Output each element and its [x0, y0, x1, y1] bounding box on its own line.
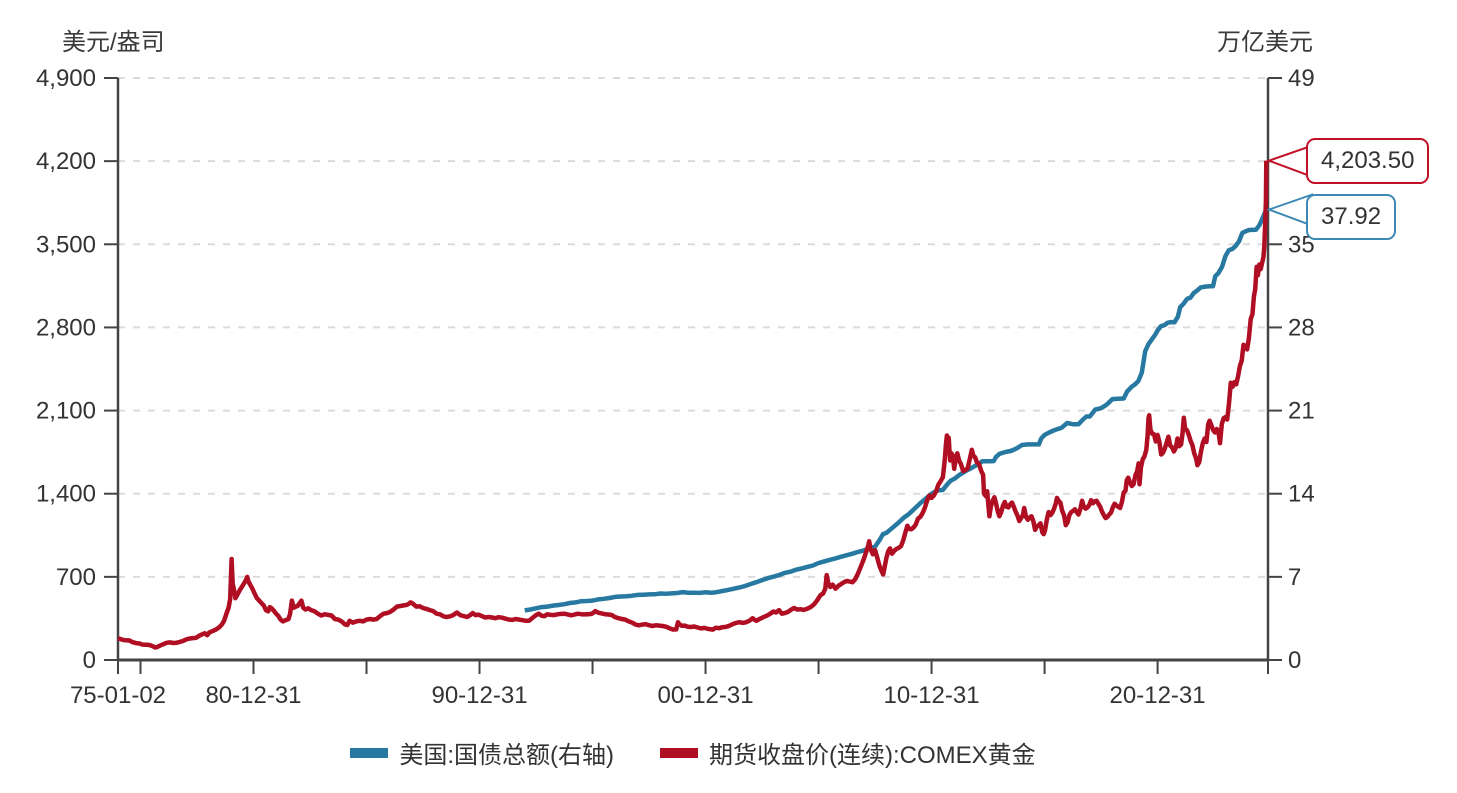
legend-label-gold: 期货收盘价(连续):COMEX黄金	[708, 742, 1036, 769]
legend-label-debt: 美国:国债总额(右轴)	[399, 742, 614, 769]
x-axis-label: 80-12-31	[205, 682, 301, 709]
y-axis-label-right: 0	[1288, 647, 1301, 674]
debt-last-value-callout: 37.92	[1306, 194, 1397, 240]
y-axis-label-left: 0	[83, 647, 96, 674]
y-axis-label-right: 7	[1288, 564, 1301, 591]
y-axis-label-left: 3,500	[36, 231, 96, 258]
gold-line-series	[117, 160, 1269, 650]
gold-series-swatch-icon	[659, 747, 698, 758]
right-axis-title: 万亿美元	[1217, 29, 1313, 56]
x-axis-label: 00-12-31	[658, 682, 754, 709]
x-axis-label: 20-12-31	[1110, 682, 1206, 709]
y-axis-label-left: 700	[56, 564, 96, 591]
gold-last-value-callout: 4,203.50	[1306, 138, 1430, 184]
x-axis-label: 90-12-31	[431, 682, 527, 709]
y-axis-label-left: 4,900	[36, 65, 96, 92]
debt-series-swatch-icon	[350, 747, 389, 758]
y-axis-label-left: 2,100	[36, 398, 96, 425]
y-axis-label-right: 14	[1288, 481, 1315, 508]
y-axis-label-right: 21	[1288, 398, 1315, 425]
x-axis-label: 10-12-31	[884, 682, 980, 709]
y-axis-label-left: 4,200	[36, 148, 96, 175]
x-axis-label: 75-01-02	[70, 682, 166, 709]
legend-item-debt[interactable]: 美国:国债总额(右轴)	[350, 735, 614, 770]
left-axis-title: 美元/盎司	[62, 29, 165, 56]
y-axis-label-right: 28	[1288, 314, 1315, 341]
y-axis-label-right: 49	[1288, 65, 1315, 92]
y-axis-label-left: 1,400	[36, 481, 96, 508]
debt-line-series	[524, 208, 1269, 613]
legend-item-gold[interactable]: 期货收盘价(连续):COMEX黄金	[659, 735, 1036, 770]
y-axis-label-left: 2,800	[36, 314, 96, 341]
legend: 美国:国债总额(右轴) 期货收盘价(连续):COMEX黄金	[118, 735, 1268, 770]
